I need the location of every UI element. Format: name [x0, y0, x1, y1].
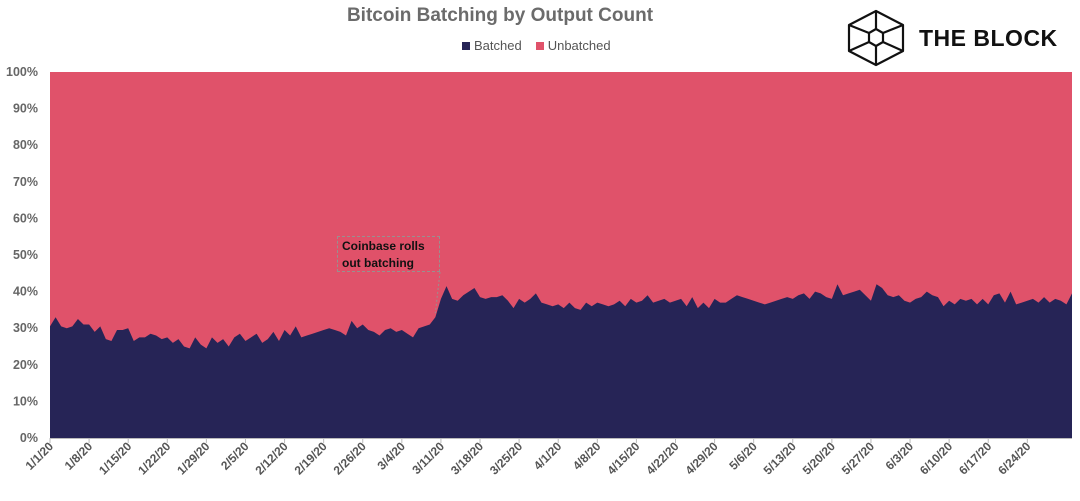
x-tick-label: 3/11/20 — [409, 439, 447, 477]
chart-title: Bitcoin Batching by Output Count — [346, 5, 654, 26]
y-tick-label: 60% — [13, 211, 38, 225]
y-tick-label: 40% — [13, 285, 38, 299]
y-tick-label: 100% — [6, 65, 38, 79]
x-tick-label: 6/3/20 — [883, 439, 917, 473]
legend-item-unbatched: Unbatched — [535, 38, 611, 53]
x-tick-label: 6/24/20 — [995, 439, 1033, 477]
x-tick-label: 3/25/20 — [487, 439, 525, 477]
y-tick-label: 0% — [20, 431, 38, 445]
x-tick-label: 4/1/20 — [531, 439, 565, 473]
x-tick-label: 5/27/20 — [839, 439, 877, 477]
x-tick-label: 1/8/20 — [62, 439, 96, 473]
legend-swatch-unbatched — [535, 41, 544, 50]
legend-label-batched: Batched — [474, 38, 522, 53]
x-tick-label: 6/17/20 — [956, 439, 994, 477]
y-tick-label: 10% — [13, 394, 38, 408]
y-tick-label: 90% — [13, 102, 38, 116]
x-tick-label: 2/5/20 — [218, 439, 252, 473]
x-tick-label: 2/12/20 — [252, 439, 290, 477]
x-tick-label: 4/8/20 — [570, 439, 604, 473]
the-block-logo: THE BLOCK — [845, 9, 1058, 67]
x-tick-label: 4/22/20 — [643, 439, 681, 477]
series-batched-area — [50, 284, 1072, 438]
x-tick-label: 6/10/20 — [917, 439, 955, 477]
y-tick-label: 30% — [13, 321, 38, 335]
x-tick-label: 1/29/20 — [174, 439, 212, 477]
cube-logo-icon — [847, 9, 905, 67]
x-axis-ticks: 1/1/20 1/8/20 1/15/20 1/22/20 1/29/20 2/5/20 2… — [23, 438, 1034, 477]
x-tick-label: 4/29/20 — [682, 439, 720, 477]
annotation-leader-line — [434, 271, 441, 314]
x-tick-label: 5/13/20 — [761, 439, 799, 477]
x-tick-label: 1/22/20 — [135, 439, 173, 477]
annotation-line-1: Coinbase rolls — [342, 239, 425, 253]
x-tick-label: 3/18/20 — [448, 439, 486, 477]
y-tick-label: 80% — [13, 138, 38, 152]
y-tick-label: 20% — [13, 358, 38, 372]
x-tick-label: 3/4/20 — [374, 439, 408, 473]
x-tick-label: 4/15/20 — [604, 439, 642, 477]
x-tick-label: 5/20/20 — [800, 439, 838, 477]
y-tick-label: 70% — [13, 175, 38, 189]
x-tick-label: 2/26/20 — [331, 439, 369, 477]
legend-label-unbatched: Unbatched — [547, 38, 611, 53]
legend: Batched Unbatched — [462, 38, 611, 53]
x-tick-label: 2/19/20 — [292, 439, 330, 477]
logo-text: THE BLOCK — [919, 24, 1058, 51]
y-axis-ticks: 0% 10% 20% 30% 40% 50% 60% 70% 80% 90% 100% — [6, 65, 38, 445]
y-tick-label: 50% — [13, 248, 38, 262]
annotation-line-2: out batching — [342, 256, 414, 270]
x-tick-label: 1/15/20 — [96, 439, 134, 477]
legend-item-batched: Batched — [462, 38, 522, 53]
x-tick-label: 5/6/20 — [726, 439, 760, 473]
annotation-coinbase-batching: Coinbase rolls out batching — [337, 236, 440, 272]
legend-swatch-batched — [462, 41, 470, 50]
